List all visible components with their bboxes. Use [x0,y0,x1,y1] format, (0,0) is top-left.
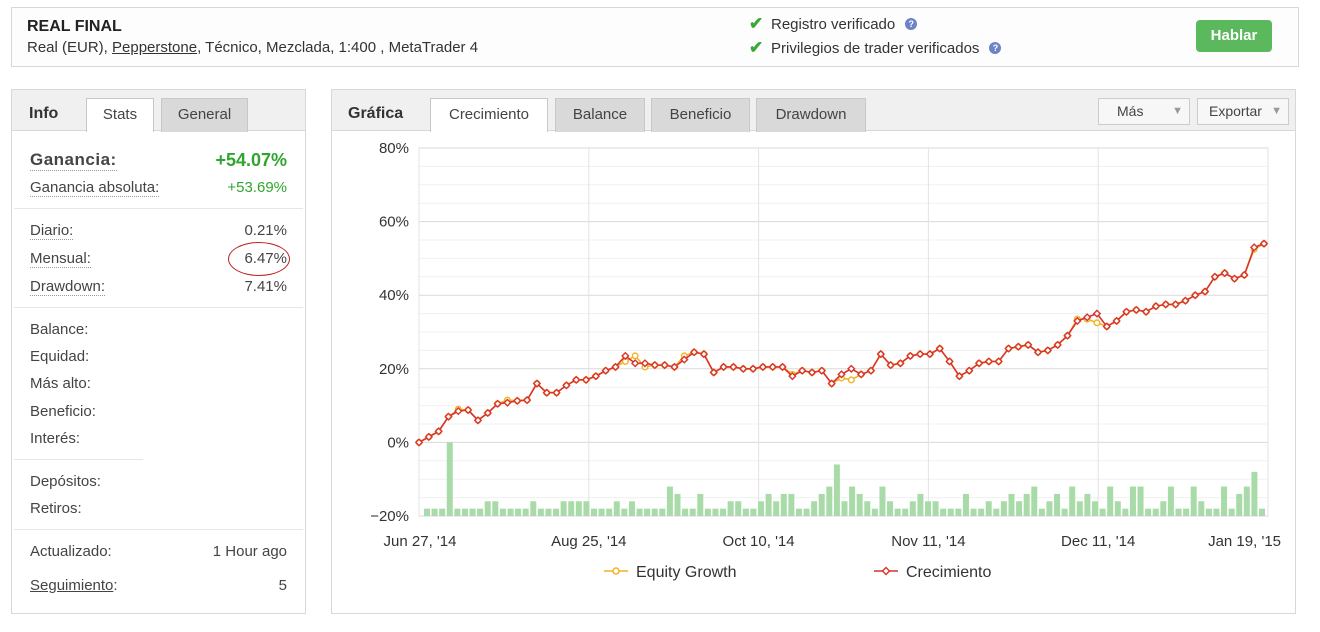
gain-value: +54.07% [215,150,287,170]
updated-value: 1 Hour ago [212,543,287,560]
info-panel-title: Info [29,105,59,122]
track-record-verified: ✔ Registro verificado ? [749,14,918,34]
withdrawals-label: Retiros: [30,500,82,517]
tracking-value: 5 [278,577,287,594]
balance-label: Balance: [30,321,89,338]
deposits-label: Depósitos: [30,473,101,490]
absolute-gain-row: Ganancia absoluta: +53.69% [30,179,287,201]
updated-row: Actualizado: 1 Hour ago [30,543,287,565]
tab-stats[interactable]: Stats [86,98,154,132]
profit-label: Beneficio: [30,403,96,420]
highest-row: Más alto: [30,375,287,397]
more-dropdown[interactable]: Más ▼ [1098,98,1190,125]
tab-general[interactable]: General [161,98,248,132]
equity-row: Equidad: [30,348,287,370]
talk-button[interactable]: Hablar [1196,20,1272,52]
chart-panel: Gráfica Crecimiento Balance Beneficio Dr… [331,89,1296,614]
tracking-colon: : [113,577,118,594]
help-icon[interactable]: ? [905,18,918,30]
account-header: REAL FINAL Real (EUR), Pepperstone, Técn… [11,7,1299,67]
drawdown-value: 7.41% [244,278,287,295]
export-dropdown[interactable]: Exportar ▼ [1197,98,1289,125]
tracking-link[interactable]: Seguimiento [30,577,114,594]
gain-label: Ganancia: [30,150,117,171]
monthly-value-annotation-circle [228,242,290,276]
info-tab-bar: Info Stats General [12,90,305,132]
tab-balance[interactable]: Balance [555,98,645,132]
deposits-row: Depósitos: [30,473,287,495]
equity-label: Equidad: [30,348,90,365]
tracking-label-wrap: Seguimiento: [30,577,118,594]
chart-panel-title: Gráfica [348,105,404,122]
account-details: Real (EUR), Pepperstone, Técnico, Mezcla… [27,39,478,56]
chevron-down-icon: ▼ [1271,105,1282,117]
updated-label: Actualizado: [30,543,112,560]
divider [14,208,303,209]
drawdown-row: Drawdown: 7.41% [30,278,287,300]
drawdown-label: Drawdown: [30,278,106,296]
chart-tab-bar: Gráfica Crecimiento Balance Beneficio Dr… [332,90,1295,132]
divider [14,307,303,308]
more-dropdown-label: Más [1117,103,1144,119]
export-dropdown-label: Exportar [1209,103,1262,119]
tab-growth[interactable]: Crecimiento [430,98,548,132]
daily-row: Diario: 0.21% [30,222,287,244]
trading-privileges-verified: ✔ Privilegios de trader verificados ? [749,38,1002,58]
divider [14,459,143,460]
info-panel: Info Stats General Ganancia: +54.07% Gan… [11,89,306,614]
chevron-down-icon: ▼ [1172,105,1183,117]
trading-privileges-verified-label: Privilegios de trader verificados [771,39,980,57]
daily-value: 0.21% [244,222,287,239]
help-icon[interactable]: ? [989,42,1002,54]
balance-row: Balance: [30,321,287,343]
tab-drawdown[interactable]: Drawdown [756,98,866,132]
checkmark-icon: ✔ [749,38,764,57]
divider [14,529,303,530]
highest-label: Más alto: [30,375,91,392]
absolute-gain-label: Ganancia absoluta: [30,179,160,197]
gain-row: Ganancia: +54.07% [30,150,287,174]
checkmark-icon: ✔ [749,14,764,33]
tracking-row: Seguimiento: 5 [30,577,287,599]
interest-row: Interés: [30,430,287,452]
tab-profit[interactable]: Beneficio [651,98,750,132]
account-info: , Técnico, Mezclada, 1:400 , MetaTrader … [197,39,479,56]
broker-link[interactable]: Pepperstone [112,39,198,56]
withdrawals-row: Retiros: [30,500,287,522]
daily-label: Diario: [30,222,74,240]
account-title: REAL FINAL [27,18,122,35]
profit-row: Beneficio: [30,403,287,425]
interest-label: Interés: [30,430,81,447]
track-record-verified-label: Registro verificado [771,15,896,33]
monthly-label: Mensual: [30,250,91,268]
absolute-gain-value: +53.69% [227,179,287,196]
account-type: Real (EUR), [27,39,113,56]
